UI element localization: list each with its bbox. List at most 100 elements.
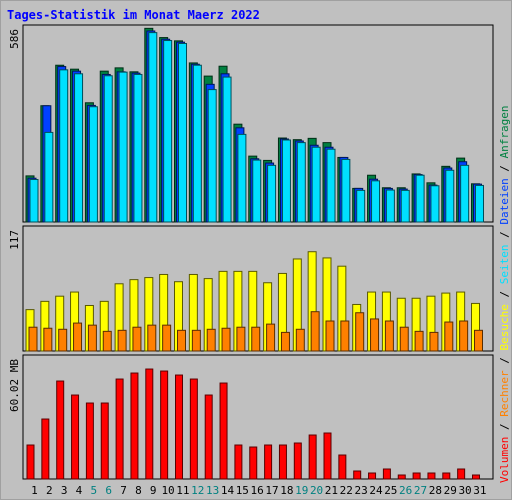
bar-volumen-day-22	[338, 454, 347, 480]
y-max-label-hits: 586	[8, 29, 21, 49]
bar-rechner-day-21	[325, 320, 335, 352]
bar-seiten-day-9	[148, 32, 158, 223]
x-label-day-30: 30	[458, 484, 471, 497]
bar-rechner-day-6	[102, 330, 112, 352]
x-label-day-10: 10	[161, 484, 174, 497]
bar-seiten-day-5	[88, 106, 98, 223]
bar-rechner-day-22	[340, 320, 350, 352]
bar-rechner-day-16	[251, 326, 261, 352]
bar-seiten-day-14	[222, 76, 232, 223]
x-label-day-19: 19	[295, 484, 308, 497]
bar-volumen-day-24	[368, 472, 377, 480]
x-label-day-6: 6	[105, 484, 112, 497]
bar-seiten-day-11	[178, 42, 187, 223]
bar-volumen-day-7	[115, 378, 124, 480]
x-label-day-21: 21	[325, 484, 338, 497]
x-label-day-5: 5	[91, 484, 98, 497]
bar-seiten-day-16	[252, 159, 262, 223]
bar-rechner-day-4	[73, 322, 83, 352]
bar-rechner-day-13	[206, 328, 216, 352]
x-label-day-12: 12	[191, 484, 204, 497]
bar-rechner-day-11	[177, 329, 186, 352]
bar-rechner-day-8	[132, 326, 142, 352]
bar-volumen-day-10	[160, 370, 169, 480]
bar-seiten-day-10	[163, 40, 173, 223]
x-label-day-27: 27	[414, 484, 427, 497]
x-label-day-23: 23	[355, 484, 368, 497]
bar-seiten-day-2	[44, 131, 54, 223]
bar-seiten-day-26	[400, 189, 410, 223]
bar-seiten-day-30	[460, 164, 470, 223]
legend-separator: /	[498, 417, 511, 437]
bar-rechner-day-23	[355, 312, 365, 352]
bar-rechner-day-2	[43, 327, 53, 352]
x-label-day-4: 4	[76, 484, 83, 497]
bar-seiten-day-1	[29, 179, 39, 223]
bar-rechner-day-20	[310, 311, 320, 352]
y-max-label-volume: 60.02 MB	[8, 359, 21, 412]
bar-volumen-day-1	[26, 444, 35, 480]
legend-separator: /	[498, 351, 511, 371]
legend-separator: /	[498, 284, 511, 304]
bar-rechner-day-1	[28, 326, 38, 352]
x-label-day-1: 1	[31, 484, 38, 497]
bar-volumen-day-18	[278, 444, 287, 480]
bar-seiten-day-19	[296, 142, 306, 223]
bar-rechner-day-30	[459, 320, 469, 352]
bar-seiten-day-21	[326, 148, 336, 223]
bar-volumen-day-3	[56, 380, 65, 480]
legend-volumen: Volumen	[498, 437, 511, 483]
x-label-day-2: 2	[46, 484, 53, 497]
bar-volumen-day-19	[293, 442, 302, 480]
bar-rechner-day-27	[414, 330, 424, 352]
legend-dateien: Dateien	[498, 178, 511, 224]
bar-seiten-day-17	[267, 164, 277, 223]
bar-seiten-day-15	[237, 133, 247, 223]
bar-rechner-day-18	[280, 331, 290, 352]
x-label-day-16: 16	[251, 484, 264, 497]
bar-seiten-day-28	[430, 185, 440, 223]
bar-rechner-day-10	[162, 324, 172, 352]
bar-seiten-day-31	[475, 184, 484, 223]
bar-volumen-day-16	[249, 446, 258, 480]
bar-rechner-day-3	[58, 328, 68, 352]
legend-rechner: Rechner	[498, 370, 511, 417]
x-label-day-8: 8	[135, 484, 142, 497]
x-label-day-14: 14	[221, 484, 235, 497]
bar-volumen-day-17	[264, 444, 273, 480]
bar-volumen-day-29	[442, 472, 451, 480]
bar-volumen-day-21	[323, 432, 332, 480]
x-label-day-25: 25	[384, 484, 397, 497]
x-label-day-11: 11	[176, 484, 189, 497]
x-label-day-31: 31	[473, 484, 486, 497]
bar-volumen-day-13	[204, 394, 213, 480]
x-label-day-26: 26	[399, 484, 412, 497]
bar-rechner-day-24	[370, 318, 380, 352]
bar-volumen-day-6	[100, 402, 109, 480]
bar-seiten-day-23	[356, 189, 366, 223]
bar-volumen-day-23	[353, 470, 362, 480]
bar-rechner-day-14	[221, 327, 231, 352]
bar-rechner-day-25	[384, 320, 394, 352]
bar-volumen-day-5	[85, 402, 94, 480]
bar-volumen-day-27	[412, 472, 421, 480]
bar-seiten-day-22	[341, 158, 351, 223]
bar-volumen-day-9	[145, 368, 154, 480]
bar-seiten-day-8	[133, 73, 143, 223]
legend-anfragen: Anfragen	[498, 105, 511, 158]
bar-rechner-day-28	[429, 331, 439, 352]
bar-seiten-day-12	[192, 64, 202, 223]
legend-separator: /	[498, 225, 511, 245]
bar-rechner-day-19	[295, 328, 305, 352]
bar-volumen-day-25	[382, 468, 391, 480]
x-label-day-24: 24	[369, 484, 383, 497]
bar-volumen-day-14	[219, 382, 228, 480]
bar-seiten-day-20	[311, 146, 321, 223]
x-label-day-20: 20	[310, 484, 323, 497]
x-label-day-3: 3	[61, 484, 68, 497]
bar-rechner-day-5	[87, 324, 97, 352]
bar-seiten-day-27	[415, 174, 425, 223]
bar-seiten-day-6	[103, 75, 113, 223]
bar-rechner-day-26	[399, 326, 409, 352]
